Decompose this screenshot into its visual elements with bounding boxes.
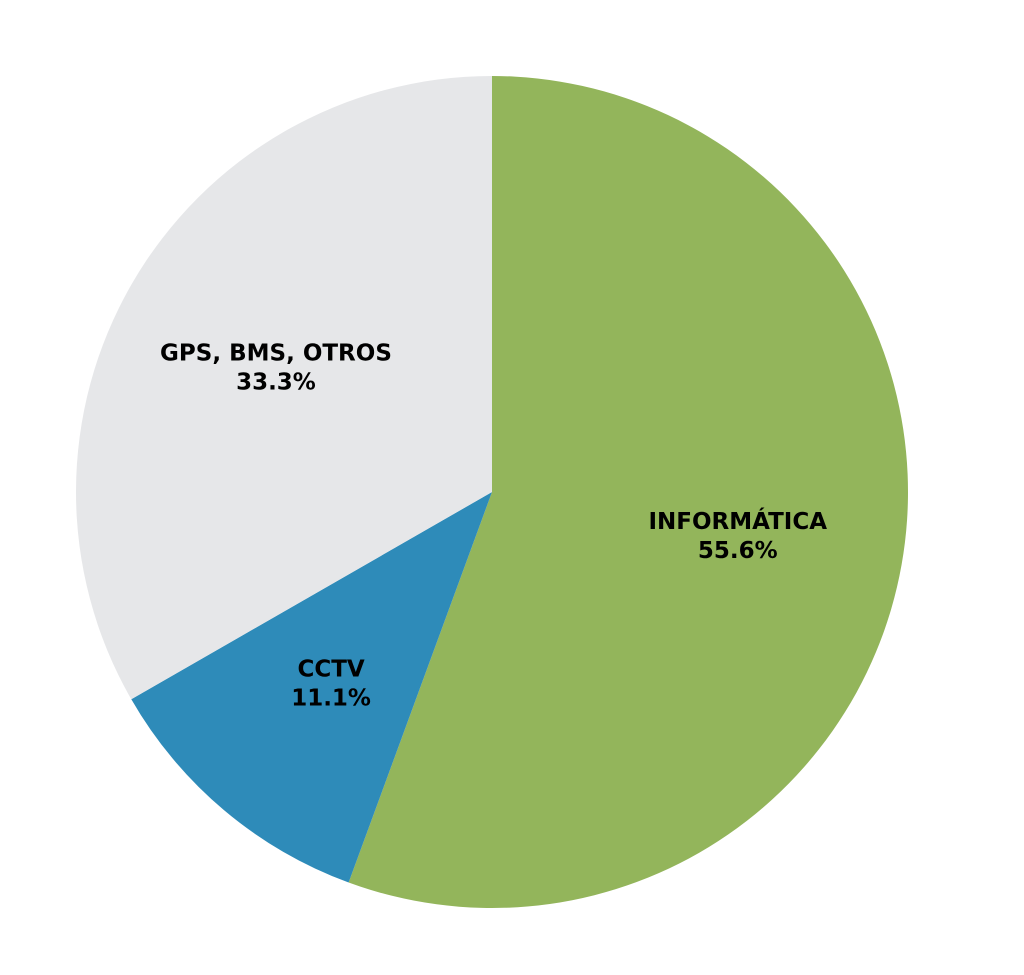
slice-percent-label: 11.1% [291, 685, 371, 711]
pie-slice-informatica [348, 76, 908, 908]
pie-labels: INFORMÁTICA 55.6% CCTV 11.1% GPS, BMS, OTROS… [160, 340, 827, 711]
slice-name-label: CCTV [297, 656, 364, 682]
pie-slice-cctv [131, 492, 492, 883]
pie-slice-gps-bms-otros [75, 76, 492, 700]
slice-percent-label: 55.6% [698, 538, 778, 564]
slice-name-label: GPS, BMS, OTROS [160, 340, 392, 366]
slice-name-label: INFORMÁTICA [648, 507, 827, 535]
slice-percent-label: 33.3% [236, 369, 316, 395]
pie-slices [75, 76, 908, 908]
